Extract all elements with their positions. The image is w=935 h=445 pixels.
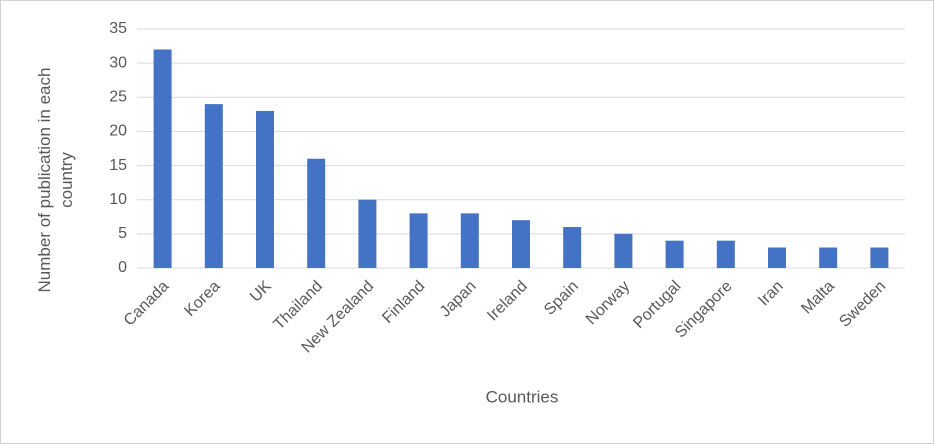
bar <box>307 158 326 268</box>
y-axis-title-box: Number of publication in each country <box>35 67 76 293</box>
y-tick-label: 30 <box>109 54 127 71</box>
bar <box>768 247 786 268</box>
bar <box>716 240 735 268</box>
bar <box>204 104 223 268</box>
bar <box>512 220 530 268</box>
x-axis-title: Countries <box>486 387 559 406</box>
bar <box>409 213 428 268</box>
y-tick-label: 0 <box>118 259 127 276</box>
bar <box>665 240 684 268</box>
y-tick-label: 10 <box>109 191 127 208</box>
y-tick-label: 25 <box>109 89 127 106</box>
bar <box>256 110 274 268</box>
bar <box>870 247 889 268</box>
bar <box>153 49 172 268</box>
bar <box>358 199 377 268</box>
bar <box>563 227 582 268</box>
y-tick-label: 15 <box>109 157 127 174</box>
bar <box>460 213 479 268</box>
y-axis-title: Number of publication in each country <box>35 67 76 293</box>
bar <box>819 247 838 268</box>
y-tick-label: 35 <box>109 20 127 37</box>
bar <box>614 233 633 268</box>
y-tick-label: 5 <box>118 225 127 242</box>
y-tick-label: 20 <box>109 123 127 140</box>
